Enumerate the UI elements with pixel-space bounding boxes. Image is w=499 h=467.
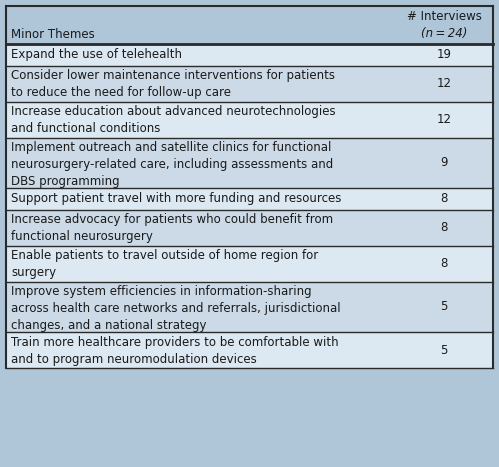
Bar (6, 332, 493, 368)
Text: 8: 8 (441, 221, 448, 234)
Text: Support patient travel with more funding and resources: Support patient travel with more funding… (11, 192, 341, 205)
Text: 5: 5 (441, 344, 448, 356)
Text: Enable patients to travel outside of home region for
surgery: Enable patients to travel outside of hom… (11, 249, 318, 279)
Bar (6, 44, 493, 65)
Text: Expand the use of telehealth: Expand the use of telehealth (11, 48, 182, 61)
Text: 12: 12 (437, 77, 452, 90)
Text: 8: 8 (441, 257, 448, 270)
Text: # Interviews: # Interviews (407, 10, 482, 23)
Text: Consider lower maintenance interventions for patients
to reduce the need for fol: Consider lower maintenance interventions… (11, 70, 335, 99)
Bar (6, 246, 493, 282)
Bar (6, 65, 493, 101)
Text: 19: 19 (437, 48, 452, 61)
Text: 9: 9 (441, 156, 448, 169)
Text: Train more healthcare providers to be comfortable with
and to program neuromodul: Train more healthcare providers to be co… (11, 336, 339, 366)
Text: Implement outreach and satellite clinics for functional
neurosurgery-related car: Implement outreach and satellite clinics… (11, 142, 333, 187)
Bar (6, 101, 493, 137)
Bar (6, 137, 493, 188)
Text: 8: 8 (441, 192, 448, 205)
Text: (n = 24): (n = 24) (421, 27, 468, 40)
Text: 12: 12 (437, 113, 452, 126)
Text: Increase advocacy for patients who could benefit from
functional neurosurgery: Increase advocacy for patients who could… (11, 213, 333, 243)
Bar (6, 6, 493, 44)
Bar (6, 210, 493, 246)
Bar (6, 282, 493, 332)
Text: Minor Themes: Minor Themes (11, 28, 95, 41)
Text: 5: 5 (441, 300, 448, 313)
Text: Increase education about advanced neurotechnologies
and functional conditions: Increase education about advanced neurot… (11, 106, 336, 135)
Bar (6, 188, 493, 210)
Text: Improve system efficiencies in information-sharing
across health care networks a: Improve system efficiencies in informati… (11, 285, 341, 332)
